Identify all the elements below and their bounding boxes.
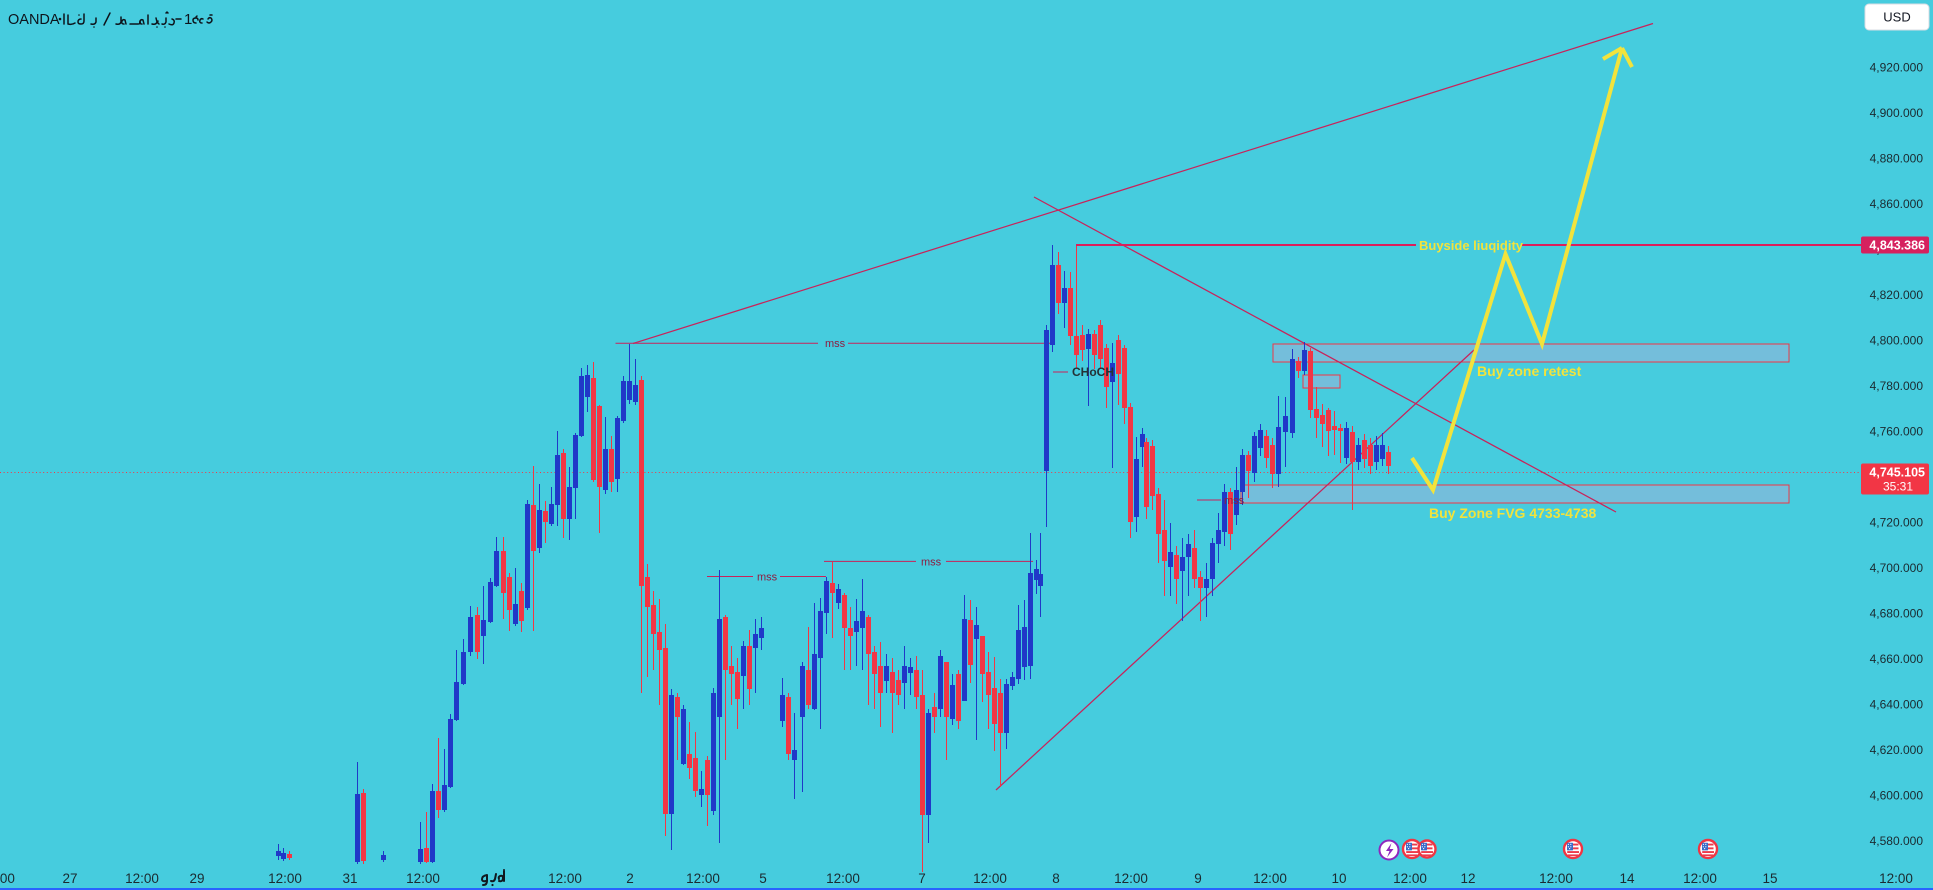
svg-text:USD: USD xyxy=(1883,10,1910,25)
svg-text:5: 5 xyxy=(759,871,767,886)
svg-text:4,700.000: 4,700.000 xyxy=(1870,561,1924,575)
svg-text:31: 31 xyxy=(342,871,357,886)
svg-text:4,640.000: 4,640.000 xyxy=(1870,698,1924,712)
svg-text:35:31: 35:31 xyxy=(1883,480,1913,494)
svg-text:27: 27 xyxy=(62,871,77,886)
svg-text:10: 10 xyxy=(1331,871,1346,886)
svg-text:4,580.000: 4,580.000 xyxy=(1870,834,1924,848)
svg-text:15: 15 xyxy=(1762,871,1777,886)
svg-text:4,660.000: 4,660.000 xyxy=(1870,652,1924,666)
svg-text:mss: mss xyxy=(825,338,846,350)
svg-text:12:00: 12:00 xyxy=(1114,871,1148,886)
svg-text:4,780.000: 4,780.000 xyxy=(1870,379,1924,393)
svg-text:CHoCH: CHoCH xyxy=(1072,365,1114,379)
svg-text:4,600.000: 4,600.000 xyxy=(1870,789,1924,803)
svg-text:12:00: 12:00 xyxy=(548,871,582,886)
svg-text:8: 8 xyxy=(1052,871,1060,886)
svg-text:4,620.000: 4,620.000 xyxy=(1870,743,1924,757)
svg-text:12:00: 12:00 xyxy=(1539,871,1573,886)
svg-text:12:00: 12:00 xyxy=(826,871,860,886)
svg-text:12:00: 12:00 xyxy=(1393,871,1427,886)
svg-text:12:00: 12:00 xyxy=(1683,871,1717,886)
svg-text:4,720.000: 4,720.000 xyxy=(1870,516,1924,530)
svg-text:OANDA: OANDA xyxy=(8,12,60,28)
svg-text:mss: mss xyxy=(757,572,778,584)
svg-text:12:00: 12:00 xyxy=(1253,871,1287,886)
svg-text:12:00: 12:00 xyxy=(125,871,159,886)
svg-text:12:00: 12:00 xyxy=(268,871,302,886)
svg-text:4,880.000: 4,880.000 xyxy=(1870,152,1924,166)
svg-text:4,760.000: 4,760.000 xyxy=(1870,425,1924,439)
svg-text:12: 12 xyxy=(1460,871,1475,886)
svg-text:4,745.105: 4,745.105 xyxy=(1869,466,1925,480)
svg-text:4,680.000: 4,680.000 xyxy=(1870,607,1924,621)
svg-text:7: 7 xyxy=(918,871,926,886)
svg-text:12:00: 12:00 xyxy=(406,871,440,886)
svg-text:12:00: 12:00 xyxy=(973,871,1007,886)
svg-text:Buy zone retest: Buy zone retest xyxy=(1477,363,1582,379)
svg-text:9: 9 xyxy=(1194,871,1202,886)
svg-text:mss: mss xyxy=(1224,495,1245,507)
svg-text:4,820.000: 4,820.000 xyxy=(1870,288,1924,302)
svg-text:mss: mss xyxy=(921,557,942,569)
svg-text:2: 2 xyxy=(626,871,634,886)
svg-text:4,843.386: 4,843.386 xyxy=(1869,239,1925,253)
svg-text:1: 1 xyxy=(184,11,192,28)
svg-text:12:00: 12:00 xyxy=(0,871,15,886)
svg-text:Buyside liuqidity: Buyside liuqidity xyxy=(1419,238,1524,253)
svg-text:12:00: 12:00 xyxy=(686,871,720,886)
svg-text:12:00: 12:00 xyxy=(1879,871,1913,886)
svg-text:Buy Zone FVG 4733-4738: Buy Zone FVG 4733-4738 xyxy=(1429,505,1597,521)
svg-text:29: 29 xyxy=(189,871,204,886)
svg-text:4,860.000: 4,860.000 xyxy=(1870,197,1924,211)
svg-text:4,900.000: 4,900.000 xyxy=(1870,106,1924,120)
svg-text:4,800.000: 4,800.000 xyxy=(1870,334,1924,348)
svg-text:14: 14 xyxy=(1619,871,1635,886)
svg-text:4,920.000: 4,920.000 xyxy=(1870,61,1924,75)
